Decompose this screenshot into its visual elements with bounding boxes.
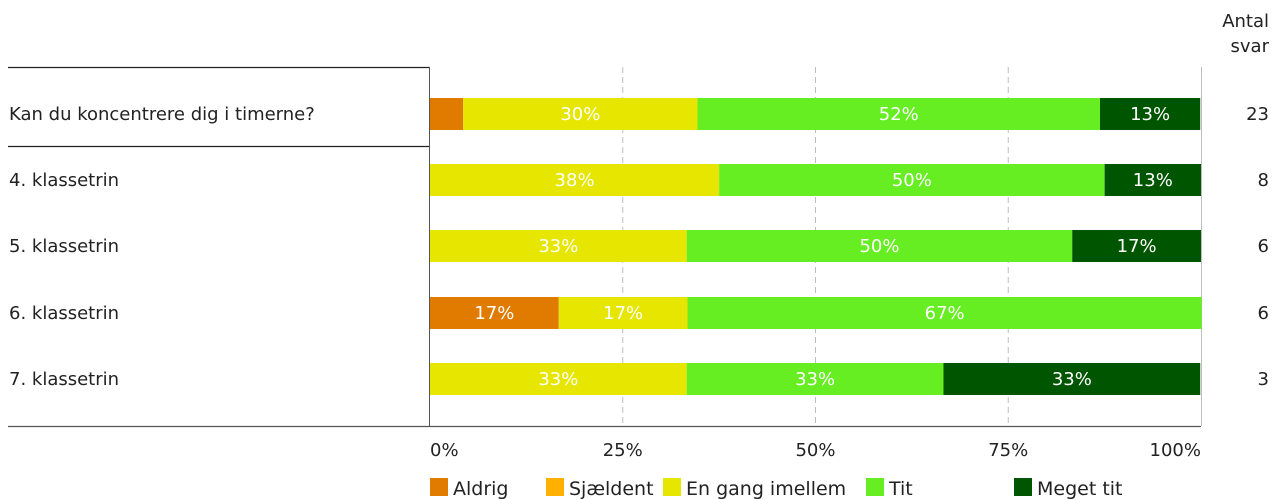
legend: Aldrig Sjældent En gang imellem Tit Meget ti…	[430, 478, 1123, 499]
bar-segment	[719, 164, 1105, 196]
bar-segment	[558, 297, 688, 329]
legend-label: En gang imellem	[686, 478, 846, 499]
data-label: 33%	[795, 369, 835, 390]
legend-swatch	[546, 478, 564, 496]
data-label: 17%	[1117, 236, 1157, 257]
bar-segment	[1099, 98, 1201, 130]
answers-header-line2: svar	[1231, 36, 1270, 57]
bar-segment	[463, 98, 698, 130]
answers-header-line1: Antal	[1222, 11, 1269, 32]
answer-count: 6	[1258, 303, 1269, 324]
legend-swatch	[663, 478, 681, 496]
data-label: 67%	[925, 303, 965, 324]
data-label: 33%	[538, 369, 578, 390]
bar-segment	[686, 363, 944, 395]
legend-label: Aldrig	[453, 478, 509, 499]
bar-segment	[430, 363, 687, 395]
bar-segment	[430, 297, 559, 329]
legend-label: Meget tit	[1037, 478, 1123, 499]
bar-segment	[430, 98, 464, 130]
x-tick-label: 75%	[988, 440, 1028, 461]
x-axis-ticks: 0% 25% 50% 75% 100%	[430, 440, 1201, 461]
legend-swatch	[866, 478, 884, 496]
answer-count: 23	[1246, 104, 1269, 125]
data-label: 13%	[1130, 104, 1170, 125]
category-label: 7. klassetrin	[9, 369, 119, 390]
x-tick-label: 0%	[430, 440, 459, 461]
data-label: 13%	[1133, 170, 1173, 191]
answer-count: 3	[1258, 369, 1269, 390]
data-label: 50%	[859, 236, 899, 257]
x-tick-label: 25%	[603, 440, 643, 461]
legend-swatch	[1014, 478, 1032, 496]
data-label: 17%	[474, 303, 514, 324]
category-label: Kan du koncentrere dig i timerne?	[9, 104, 315, 125]
answer-counts: 23 8 6 6 3	[1246, 104, 1269, 390]
bar-segment	[687, 297, 1202, 329]
bar-segment	[1072, 230, 1201, 262]
data-label: 17%	[603, 303, 643, 324]
bar-segment	[697, 98, 1100, 130]
data-label: 33%	[1052, 369, 1092, 390]
data-label: 50%	[892, 170, 932, 191]
bars: 30% 52% 13% 38% 50% 13% 33% 50% 17% 17% 17% 67% 33% 3…	[430, 98, 1202, 395]
answer-count: 6	[1258, 236, 1269, 257]
data-label: 38%	[555, 170, 595, 191]
legend-label: Sjældent	[569, 478, 654, 499]
bar-segment	[430, 164, 720, 196]
data-label: 52%	[879, 104, 919, 125]
bar-segment	[686, 230, 1073, 262]
bar-segment	[430, 230, 687, 262]
category-label: 5. klassetrin	[9, 236, 119, 257]
data-label: 30%	[560, 104, 600, 125]
answer-count: 8	[1258, 170, 1269, 191]
x-tick-label: 100%	[1150, 440, 1201, 461]
bar-segment	[1104, 164, 1201, 196]
category-labels: Kan du koncentrere dig i timerne? 4. klas…	[9, 104, 315, 390]
category-label: 4. klassetrin	[9, 170, 119, 191]
legend-label: Tit	[888, 478, 913, 499]
data-label: 33%	[538, 236, 578, 257]
chart-frame	[8, 66, 1202, 428]
bar-segment	[943, 363, 1201, 395]
category-label: 6. klassetrin	[9, 303, 119, 324]
legend-swatch	[430, 478, 448, 496]
x-tick-label: 50%	[795, 440, 835, 461]
